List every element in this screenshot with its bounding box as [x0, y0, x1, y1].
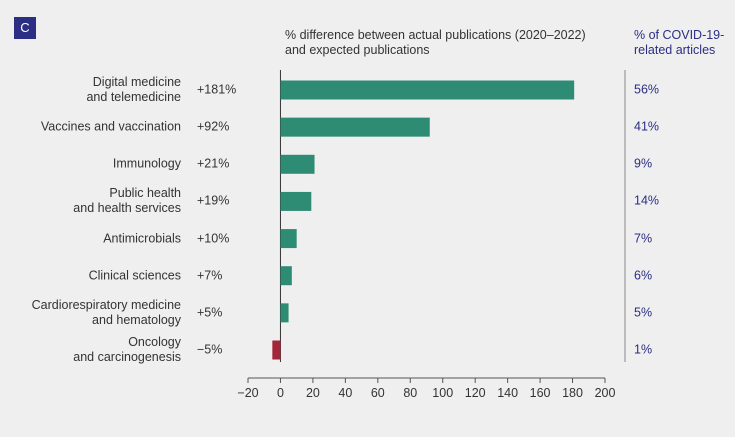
side-value: 9% [634, 156, 653, 171]
side-column-title: % of COVID-19- related articles [634, 28, 725, 57]
x-tick-label: 120 [464, 386, 486, 400]
bar [280, 191, 312, 211]
x-tick-label: 80 [403, 386, 418, 400]
category-label: Oncology and carcinogenesis [73, 335, 181, 364]
value-label: +181% [197, 82, 237, 97]
side-value: 6% [634, 268, 653, 283]
side-value: 41% [634, 119, 660, 134]
value-label: +92% [197, 119, 230, 134]
x-tick-label: 0 [276, 386, 284, 400]
bar [280, 80, 575, 100]
x-tick-label: 20 [305, 386, 320, 400]
category-label: Public health and health services [73, 186, 181, 216]
category-label: Clinical sciences [88, 268, 181, 283]
side-value: 5% [634, 305, 653, 320]
value-label: −5% [197, 342, 223, 357]
side-value: 14% [634, 193, 660, 208]
category-label: Vaccines and vaccination [40, 119, 181, 134]
category-label: Digital medicine and telemedicine [86, 75, 181, 104]
bar [280, 303, 289, 323]
x-tick-label: 60 [370, 386, 385, 400]
bar [280, 266, 292, 286]
panel-label: C [14, 17, 36, 39]
x-tick-label: 200 [594, 386, 616, 400]
value-label: +19% [197, 193, 230, 208]
x-tick-label: 40 [338, 386, 353, 400]
category-label: Immunology [112, 156, 181, 171]
x-tick-label: 100 [432, 386, 454, 400]
value-label: +7% [197, 268, 223, 283]
side-value: 56% [634, 82, 660, 97]
category-label: Cardiorespiratory medicine and hematolog… [31, 297, 181, 327]
value-label: +10% [197, 231, 230, 246]
x-tick-label: −20 [237, 386, 259, 400]
category-label: Antimicrobials [103, 231, 181, 246]
bar [272, 340, 281, 360]
bar [280, 117, 430, 137]
x-tick-label: 140 [497, 386, 519, 400]
value-label: +5% [197, 305, 223, 320]
side-value: 7% [634, 231, 653, 246]
bar [280, 154, 315, 174]
x-tick-label: 160 [529, 386, 551, 400]
value-label: +21% [197, 156, 230, 171]
side-value: 1% [634, 342, 653, 357]
axis-title: % difference between actual publications… [285, 28, 586, 57]
x-tick-label: 180 [562, 386, 583, 400]
bar [280, 229, 297, 249]
